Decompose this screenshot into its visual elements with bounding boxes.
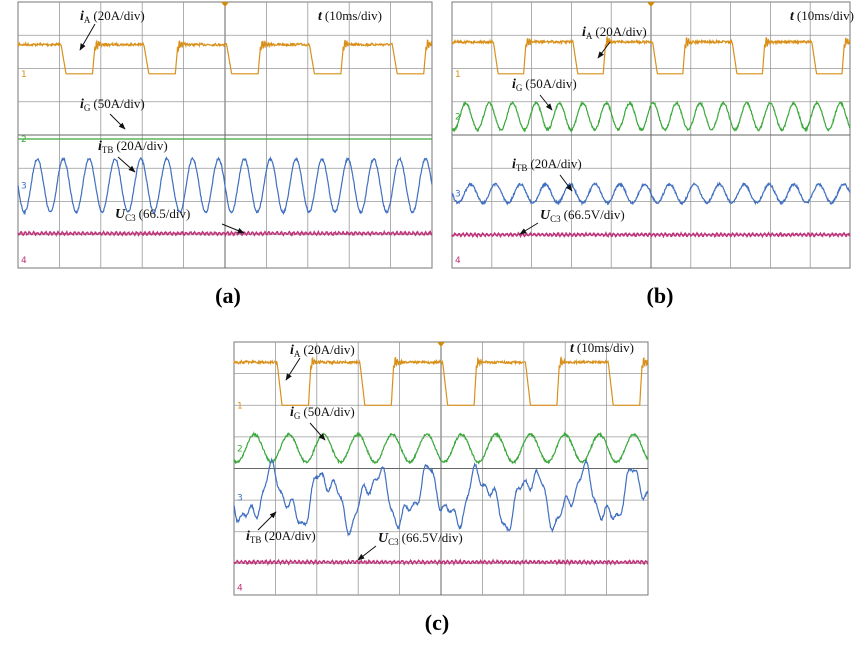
trace-label: t(10ms/div) bbox=[318, 8, 382, 24]
label-text: (66.5V/div) bbox=[564, 207, 625, 222]
label-subscript: C3 bbox=[125, 213, 136, 223]
label-subscript: TB bbox=[516, 163, 528, 173]
label-subscript: TB bbox=[102, 145, 114, 155]
channel-marker: 1 bbox=[21, 70, 27, 80]
channel-marker: 3 bbox=[455, 190, 461, 200]
label-text: (50A/div) bbox=[93, 96, 144, 111]
channel-marker: 3 bbox=[237, 494, 243, 504]
panel-caption: (a) bbox=[215, 283, 241, 308]
trace-label: t(10ms/div) bbox=[790, 8, 854, 24]
channel-marker: 3 bbox=[21, 182, 27, 192]
label-text: (10ms/div) bbox=[797, 8, 854, 23]
label-subscript: A bbox=[294, 349, 301, 359]
label-text: (50A/div) bbox=[525, 76, 576, 91]
channel-marker: 2 bbox=[455, 112, 461, 122]
panel-caption: (c) bbox=[425, 610, 449, 635]
scope-panel: 1234iA(20A/div)t(10ms/div)iG(50A/div)iTB… bbox=[234, 340, 648, 595]
label-text: (66.5/div) bbox=[139, 206, 191, 221]
label-text: (50A/div) bbox=[303, 404, 354, 419]
channel-marker: 1 bbox=[455, 70, 461, 80]
figure: 1234iA(20A/div)t(10ms/div)iG(50A/div)iTB… bbox=[0, 0, 865, 646]
label-text: (20A/div) bbox=[303, 342, 354, 357]
label-subscript: G bbox=[516, 83, 523, 93]
label-subscript: C3 bbox=[388, 537, 399, 547]
label-subscript: A bbox=[84, 15, 91, 25]
label-subscript: TB bbox=[250, 535, 262, 545]
label-text: (20A/div) bbox=[116, 138, 167, 153]
label-text: (20A/div) bbox=[93, 8, 144, 23]
panel-caption: (b) bbox=[647, 283, 674, 308]
channel-marker: 4 bbox=[455, 256, 461, 266]
channel-marker: 2 bbox=[21, 135, 27, 145]
label-subscript: C3 bbox=[550, 214, 561, 224]
label-subscript: A bbox=[586, 31, 593, 41]
label-text: (20A/div) bbox=[595, 24, 646, 39]
channel-marker: 4 bbox=[21, 256, 27, 266]
label-text: (66.5V/div) bbox=[402, 530, 463, 545]
scope-panel: 1234iA(20A/div)t(10ms/div)iG(50A/div)iTB… bbox=[452, 2, 854, 268]
channel-marker: 2 bbox=[237, 444, 243, 454]
channel-marker: 4 bbox=[237, 583, 243, 593]
channel-marker: 1 bbox=[237, 401, 243, 411]
label-text: (20A/div) bbox=[264, 528, 315, 543]
scope-panel: 1234iA(20A/div)t(10ms/div)iG(50A/div)iTB… bbox=[18, 2, 432, 268]
label-text: (20A/div) bbox=[530, 156, 581, 171]
label-text: (10ms/div) bbox=[577, 340, 634, 355]
label-subscript: G bbox=[84, 103, 91, 113]
label-text: (10ms/div) bbox=[325, 8, 382, 23]
label-subscript: G bbox=[294, 411, 301, 421]
trace-label: t(10ms/div) bbox=[570, 340, 634, 356]
